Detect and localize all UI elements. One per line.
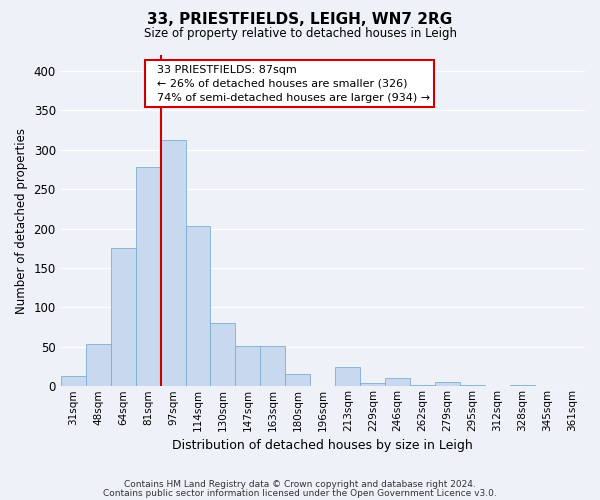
Bar bbox=[385, 378, 410, 386]
Bar bbox=[286, 374, 310, 386]
Bar bbox=[335, 366, 360, 386]
Bar bbox=[185, 226, 211, 386]
Bar bbox=[161, 140, 185, 386]
Bar bbox=[235, 346, 260, 387]
Bar bbox=[61, 376, 86, 386]
Bar bbox=[435, 382, 460, 386]
Bar bbox=[260, 346, 286, 387]
Text: Contains HM Land Registry data © Crown copyright and database right 2024.: Contains HM Land Registry data © Crown c… bbox=[124, 480, 476, 489]
Text: Size of property relative to detached houses in Leigh: Size of property relative to detached ho… bbox=[143, 28, 457, 40]
Bar bbox=[110, 248, 136, 386]
Bar bbox=[86, 344, 110, 386]
Text: Contains public sector information licensed under the Open Government Licence v3: Contains public sector information licen… bbox=[103, 488, 497, 498]
Bar bbox=[510, 384, 535, 386]
X-axis label: Distribution of detached houses by size in Leigh: Distribution of detached houses by size … bbox=[172, 440, 473, 452]
Bar bbox=[360, 383, 385, 386]
Y-axis label: Number of detached properties: Number of detached properties bbox=[15, 128, 28, 314]
Text: 33, PRIESTFIELDS, LEIGH, WN7 2RG: 33, PRIESTFIELDS, LEIGH, WN7 2RG bbox=[148, 12, 452, 28]
Text: 33 PRIESTFIELDS: 87sqm
  ← 26% of detached houses are smaller (326)
  74% of sem: 33 PRIESTFIELDS: 87sqm ← 26% of detached… bbox=[150, 65, 430, 103]
Bar bbox=[136, 167, 161, 386]
Bar bbox=[410, 384, 435, 386]
Bar bbox=[211, 323, 235, 386]
